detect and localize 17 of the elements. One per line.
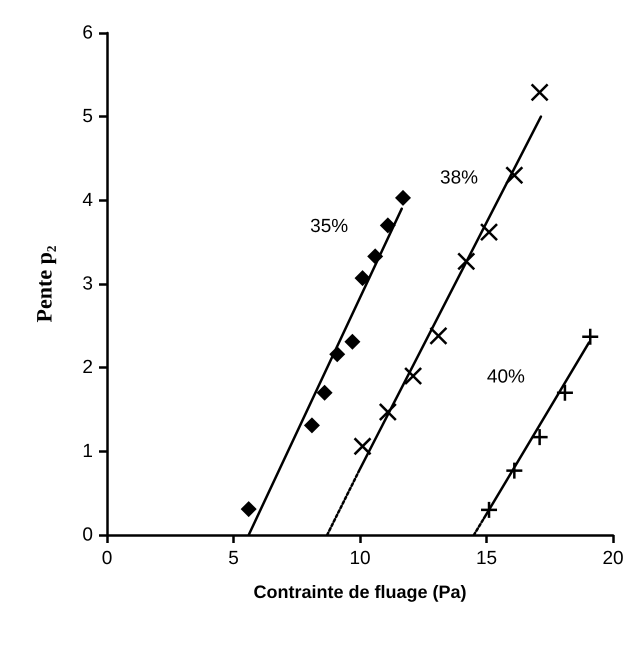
x-tick-label: 15 <box>476 548 498 569</box>
y-tick-label: 5 <box>82 106 93 128</box>
x-tick-label: 0 <box>102 548 112 569</box>
series-label: 40% <box>486 366 526 388</box>
y-tick-label: 0 <box>82 524 93 546</box>
x-tick-label: 20 <box>602 548 624 569</box>
series-label: 35% <box>310 216 348 237</box>
x-tick-label: 10 <box>349 548 371 569</box>
y-tick-label: 1 <box>82 440 93 462</box>
y-tick-label: 2 <box>82 357 93 378</box>
y-tick-label: 4 <box>82 190 94 211</box>
series-label: 38% <box>440 168 478 189</box>
y-axis-title: Pente p₂ <box>32 245 56 322</box>
y-tick-label: 6 <box>82 22 93 44</box>
x-axis-title: Contrainte de fluage (Pa) <box>253 582 467 602</box>
x-tick-label: 5 <box>228 548 239 569</box>
y-tick-label: 3 <box>82 274 93 294</box>
